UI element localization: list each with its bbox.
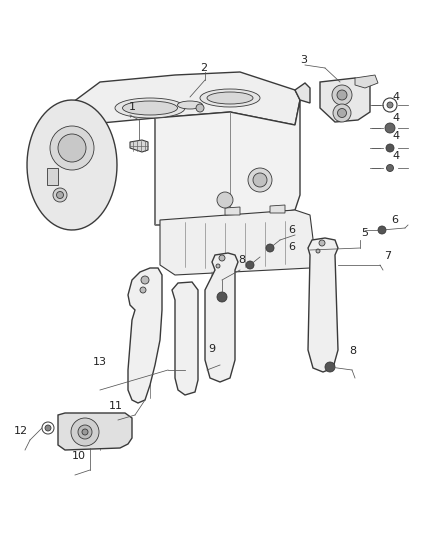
Polygon shape <box>38 108 80 220</box>
Circle shape <box>42 422 54 434</box>
Circle shape <box>78 425 92 439</box>
Polygon shape <box>65 72 300 125</box>
Text: 8: 8 <box>238 255 245 265</box>
Circle shape <box>219 255 225 261</box>
Ellipse shape <box>177 101 202 109</box>
Polygon shape <box>27 100 117 230</box>
Text: 11: 11 <box>109 401 123 411</box>
Text: 2: 2 <box>201 63 208 73</box>
Polygon shape <box>172 282 198 395</box>
Polygon shape <box>58 413 132 450</box>
Text: 12: 12 <box>14 426 28 435</box>
Circle shape <box>319 240 325 246</box>
Circle shape <box>253 173 267 187</box>
Text: 1: 1 <box>129 102 136 111</box>
Text: 13: 13 <box>93 358 107 367</box>
Circle shape <box>325 362 335 372</box>
Text: 6: 6 <box>391 215 398 225</box>
Text: 4: 4 <box>392 132 399 141</box>
Text: 6: 6 <box>288 242 295 252</box>
Polygon shape <box>47 168 58 185</box>
Circle shape <box>57 191 64 198</box>
Text: 9: 9 <box>208 344 215 354</box>
Ellipse shape <box>200 89 260 107</box>
Circle shape <box>337 90 347 100</box>
Text: 4: 4 <box>392 151 399 161</box>
Polygon shape <box>130 140 148 152</box>
Circle shape <box>266 244 274 252</box>
Circle shape <box>217 192 233 208</box>
Circle shape <box>58 134 86 162</box>
Text: 10: 10 <box>71 451 85 461</box>
Polygon shape <box>225 207 240 215</box>
Circle shape <box>71 418 99 446</box>
Circle shape <box>53 188 67 202</box>
Circle shape <box>217 292 227 302</box>
Polygon shape <box>308 238 338 372</box>
Circle shape <box>378 226 386 234</box>
Polygon shape <box>320 78 370 122</box>
Text: 6: 6 <box>288 225 295 235</box>
Circle shape <box>387 102 393 108</box>
Polygon shape <box>270 205 285 213</box>
Ellipse shape <box>207 92 253 104</box>
Circle shape <box>140 287 146 293</box>
Ellipse shape <box>115 98 185 118</box>
Circle shape <box>82 429 88 435</box>
Circle shape <box>386 144 394 152</box>
Text: 8: 8 <box>350 346 357 356</box>
Circle shape <box>246 261 254 269</box>
Circle shape <box>332 85 352 105</box>
Circle shape <box>333 104 351 122</box>
Circle shape <box>45 425 51 431</box>
Polygon shape <box>205 253 238 382</box>
Polygon shape <box>355 75 378 88</box>
Circle shape <box>383 98 397 112</box>
Circle shape <box>141 276 149 284</box>
Polygon shape <box>155 100 300 225</box>
Circle shape <box>338 109 346 117</box>
Circle shape <box>50 126 94 170</box>
Text: 5: 5 <box>361 228 368 238</box>
Text: 7: 7 <box>385 251 392 261</box>
Text: 3: 3 <box>300 55 307 65</box>
Polygon shape <box>160 210 315 275</box>
Text: 4: 4 <box>392 92 399 102</box>
Circle shape <box>385 123 395 133</box>
Polygon shape <box>295 83 310 103</box>
Polygon shape <box>128 268 162 403</box>
Circle shape <box>248 168 272 192</box>
Text: 4: 4 <box>392 114 399 123</box>
Circle shape <box>386 165 393 172</box>
Circle shape <box>216 264 220 268</box>
Ellipse shape <box>123 101 177 115</box>
Circle shape <box>316 249 320 253</box>
Circle shape <box>196 104 204 112</box>
